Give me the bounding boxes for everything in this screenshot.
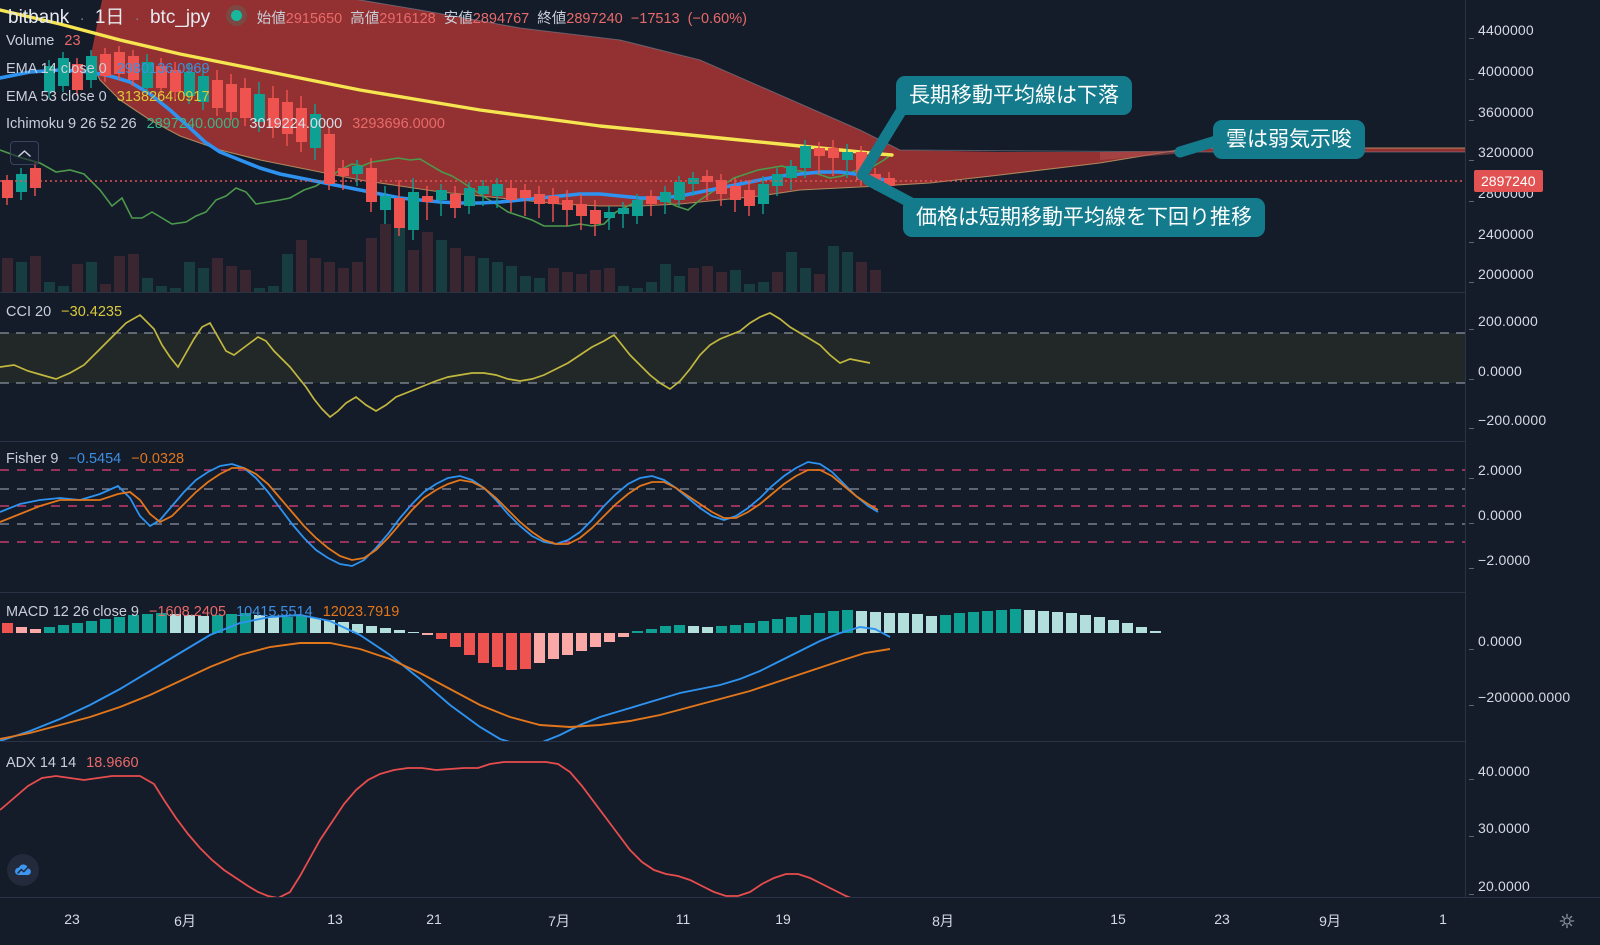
- time-tick-5: 11: [675, 911, 691, 927]
- collapse-pane-button[interactable]: [10, 141, 39, 165]
- cci-tick-200: 200.0000: [1469, 313, 1538, 337]
- price-axis[interactable]: 4400000 4000000 3600000 3200000 2800000 …: [1465, 0, 1600, 898]
- adx-tick-40: 40.0000: [1468, 763, 1530, 787]
- exchange-label: bitbank: [8, 7, 70, 28]
- time-tick-10: 9月: [1319, 913, 1341, 929]
- time-tick-4: 7月: [548, 913, 570, 929]
- time-tick-0: 23: [64, 911, 80, 927]
- price-tick-2400000: 2400000: [1469, 226, 1534, 250]
- macd-tick-0: 0.0000: [1468, 633, 1522, 657]
- fisher-tick-0: 0.0000: [1468, 507, 1522, 531]
- symbol-header[interactable]: bitbank · 1日 · btc_jpy 始値2915650 高値29161…: [8, 2, 747, 29]
- price-tick-3600000: 3600000: [1469, 104, 1534, 128]
- time-tick-8: 15: [1110, 911, 1126, 927]
- adx-pane[interactable]: ADX 14 14 18.9660: [0, 742, 1465, 898]
- time-axis[interactable]: 23 6月 13 21 7月 11 19 8月 15 23 9月 1: [0, 897, 1600, 945]
- price-tick-4400000: 4400000: [1469, 22, 1534, 46]
- price-tick-4000000: 4000000: [1469, 63, 1534, 87]
- annotation-callout-2[interactable]: 雲は弱気示唆: [1213, 120, 1365, 160]
- macd-pane-graphics: [0, 609, 1161, 741]
- adx-pane-graphics: [0, 761, 854, 898]
- pane-divider-cci: [0, 292, 1600, 293]
- annotation-callout-1[interactable]: 長期移動平均線は下落: [896, 76, 1132, 116]
- last-price-badge[interactable]: 2897240: [1474, 170, 1543, 192]
- app-logo[interactable]: [7, 854, 39, 886]
- ohlc-readout: 始値2915650 高値2916128 安値2894767 終値2897240 …: [256, 11, 747, 27]
- cloud-chart-logo-icon: [15, 864, 31, 875]
- adx-tick-30: 30.0000: [1468, 820, 1530, 844]
- price-tick-3200000: 3200000: [1469, 144, 1534, 168]
- macd-tick-neg200000: −200000.0000: [1468, 689, 1570, 713]
- cci-tick-0: 0.0000: [1468, 363, 1522, 387]
- time-tick-1: 6月: [174, 913, 196, 929]
- annotation-text-3: 価格は短期移動平均線を下回り推移: [916, 205, 1252, 229]
- pane-divider-fisher: [0, 441, 1600, 442]
- pane-divider-macd: [0, 592, 1600, 593]
- price-tick-2000000: 2000000: [1469, 266, 1534, 290]
- fisher-tick-2: 2.0000: [1468, 462, 1522, 486]
- ohlc-high: 2916128: [379, 11, 436, 27]
- time-tick-9: 23: [1214, 911, 1230, 927]
- chevron-up-icon: [18, 149, 31, 157]
- price-tick-2800000: 2800000: [1469, 185, 1534, 209]
- interval-label[interactable]: 1日: [94, 7, 125, 28]
- time-tick-2: 13: [327, 911, 343, 927]
- time-tick-11: 1: [1439, 911, 1447, 927]
- annotation-text-1: 長期移動平均線は下落: [909, 83, 1119, 107]
- time-tick-7: 8月: [932, 913, 954, 929]
- gear-icon: [1559, 913, 1575, 929]
- symbol-label[interactable]: btc_jpy: [149, 7, 211, 28]
- ohlc-change: −17513: [630, 11, 680, 27]
- price-pane-graphics: [0, 0, 1465, 292]
- ohlc-change-pct: (−0.60%): [687, 11, 747, 27]
- header-sep-2: ·: [134, 10, 140, 27]
- live-status-dot: [231, 10, 243, 21]
- cci-pane-graphics: [0, 312, 1465, 419]
- cci-tick-neg200: −200.0000: [1468, 412, 1546, 436]
- ohlc-open: 2915650: [285, 11, 343, 27]
- annotation-callout-3[interactable]: 価格は短期移動平均線を下回り推移: [903, 198, 1265, 238]
- fisher-pane-graphics: [0, 461, 1465, 567]
- pane-divider-adx: [0, 741, 1600, 742]
- time-tick-3: 21: [426, 911, 442, 927]
- fisher-tick-neg2: −2.0000: [1468, 552, 1530, 576]
- chart-settings-button[interactable]: [1558, 912, 1576, 935]
- ohlc-low: 2894767: [472, 11, 530, 27]
- header-sep-1: ·: [79, 10, 85, 27]
- fisher-pane[interactable]: Fisher 9 −0.5454 −0.0328: [0, 442, 1465, 592]
- macd-pane[interactable]: MACD 12 26 close 9 −1608.2405 10415.5514…: [0, 593, 1465, 741]
- ohlc-close: 2897240: [566, 11, 623, 27]
- time-tick-6: 19: [775, 911, 791, 927]
- cci-pane[interactable]: CCI 20 −30.4235: [0, 293, 1465, 441]
- adx-tick-20: 20.0000: [1468, 878, 1530, 902]
- annotation-text-2: 雲は弱気示唆: [1226, 127, 1352, 151]
